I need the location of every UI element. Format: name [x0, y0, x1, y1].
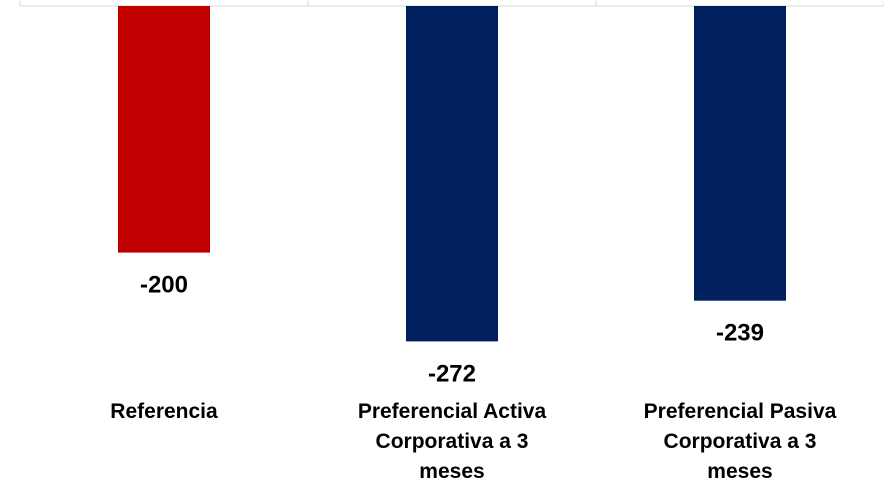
category-label-line: Preferencial Pasiva: [644, 400, 837, 423]
bar-3: [694, 6, 786, 301]
category-label-2: Preferencial Activa Corporativa a 3 meses: [358, 400, 547, 483]
category-label-line: meses: [419, 460, 484, 483]
data-label-3: -239: [716, 320, 764, 347]
category-label-line: Corporativa a 3: [376, 430, 529, 453]
category-label-line: meses: [707, 460, 772, 483]
category-label-line: Corporativa a 3: [664, 430, 817, 453]
bar-1: [118, 6, 210, 253]
bar-2: [406, 6, 498, 342]
category-label-1: Referencia: [110, 400, 218, 423]
data-label-2: -272: [428, 360, 476, 387]
data-label-1: -200: [140, 272, 188, 299]
category-label-line: Preferencial Activa: [358, 400, 547, 423]
category-label-3: Preferencial Pasiva Corporativa a 3 meses: [644, 400, 837, 483]
category-label-line: Referencia: [110, 400, 218, 423]
